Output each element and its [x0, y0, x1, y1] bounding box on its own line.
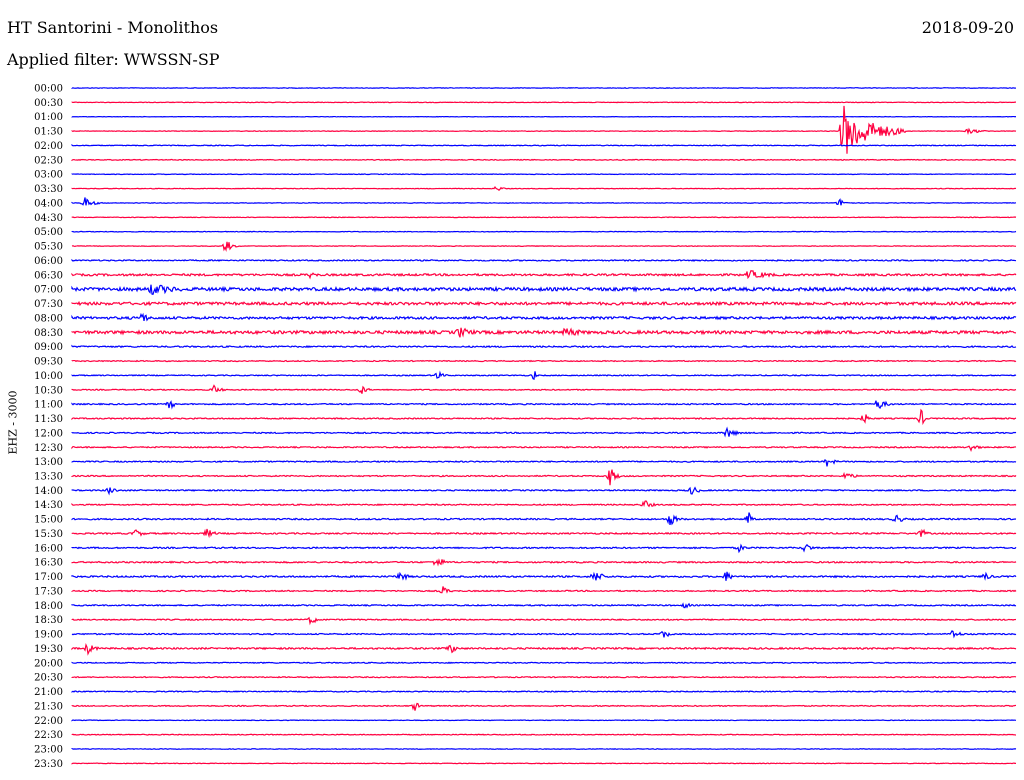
seismic-trace-0200	[71, 144, 1017, 147]
row-time-label: 17:00	[34, 572, 63, 583]
seismic-trace-2130	[71, 702, 1017, 711]
row-time-label: 09:00	[34, 342, 63, 353]
row-time-label: 01:30	[34, 127, 63, 138]
seismic-trace-1030	[71, 384, 1017, 394]
row-time-label: 23:30	[34, 759, 63, 770]
row-time-label: 21:30	[34, 701, 63, 712]
seismic-trace-0800	[71, 312, 1017, 322]
seismic-trace-2200	[71, 719, 1017, 722]
seismic-trace-0700	[71, 284, 1017, 295]
seismic-trace-1700	[71, 571, 1017, 581]
seismic-trace-2000	[71, 661, 1017, 665]
row-time-label: 09:30	[34, 357, 63, 368]
seismic-trace-0230	[71, 158, 1017, 162]
row-time-label: 07:30	[34, 299, 63, 310]
seismic-trace-0130	[71, 105, 1017, 154]
row-time-label: 12:00	[34, 428, 63, 439]
row-time-label: 06:30	[34, 270, 63, 281]
row-time-label: 16:00	[34, 543, 63, 554]
row-time-label: 13:30	[34, 471, 63, 482]
seismic-trace-1900	[71, 630, 1017, 639]
row-time-label: 18:00	[34, 601, 63, 612]
seismic-trace-0630	[71, 269, 1017, 280]
seismic-trace-2030	[71, 675, 1017, 679]
seismic-trace-0830	[71, 327, 1017, 338]
seismic-trace-0930	[71, 359, 1017, 363]
seismic-trace-2230	[71, 733, 1017, 736]
seismic-trace-0300	[71, 173, 1017, 176]
filter-label: Applied filter: WWSSN-SP	[7, 50, 220, 69]
seismic-trace-2330	[71, 762, 1017, 765]
row-time-label: 02:00	[34, 141, 63, 152]
seismic-trace-1630	[71, 558, 1017, 567]
seismic-trace-1100	[71, 400, 1017, 410]
seismic-trace-1200	[71, 426, 1017, 438]
seismic-trace-1500	[71, 512, 1017, 526]
seismic-trace-0500	[71, 230, 1017, 233]
chart-date: 2018-09-20	[921, 18, 1014, 37]
seismic-trace-1330	[71, 469, 1017, 486]
seismic-trace-0430	[71, 216, 1017, 219]
row-time-label: 18:30	[34, 615, 63, 626]
seismic-trace-1530	[71, 528, 1017, 539]
row-time-label: 10:30	[34, 385, 63, 396]
seismic-trace-1930	[71, 642, 1017, 656]
row-time-label: 07:00	[34, 285, 63, 296]
seismic-trace-1430	[71, 500, 1017, 508]
row-time-label: 03:00	[34, 170, 63, 181]
row-time-label: 01:00	[34, 112, 63, 123]
seismic-trace-1400	[71, 486, 1017, 496]
row-time-label: 00:00	[34, 84, 63, 95]
seismic-trace-0030	[71, 101, 1017, 104]
seismic-trace-0900	[71, 344, 1017, 349]
seismic-trace-0530	[71, 241, 1017, 252]
row-time-label: 21:00	[34, 687, 63, 698]
seismic-trace-0330	[71, 185, 1017, 191]
station-title: HT Santorini - Monolithos	[7, 18, 219, 37]
row-time-label: 02:30	[34, 155, 63, 166]
row-time-label: 12:30	[34, 443, 63, 454]
row-time-label: 20:30	[34, 673, 63, 684]
row-time-label: 05:00	[34, 227, 63, 238]
seismic-trace-1130	[71, 408, 1017, 426]
seismic-trace-0730	[71, 300, 1017, 307]
seismic-trace-1000	[71, 370, 1017, 380]
row-time-label: 14:30	[34, 500, 63, 511]
seismic-trace-1300	[71, 459, 1017, 467]
row-time-label: 15:30	[34, 529, 63, 540]
row-time-label: 19:30	[34, 644, 63, 655]
row-time-label: 15:00	[34, 515, 63, 526]
row-time-label: 10:00	[34, 371, 63, 382]
seismic-trace-2100	[71, 690, 1017, 693]
row-time-label: 17:30	[34, 586, 63, 597]
seismic-trace-0400	[71, 197, 1017, 206]
row-time-label: 04:00	[34, 198, 63, 209]
row-time-label: 22:00	[34, 716, 63, 727]
row-time-label: 11:30	[34, 414, 63, 425]
row-time-label: 03:30	[34, 184, 63, 195]
row-time-label: 00:30	[34, 98, 63, 109]
row-time-label: 16:30	[34, 558, 63, 569]
row-time-label: 08:30	[34, 328, 63, 339]
row-time-label: 11:00	[34, 400, 63, 411]
seismic-trace-1800	[71, 602, 1017, 609]
seismic-trace-1730	[71, 586, 1017, 594]
row-time-label: 22:30	[34, 730, 63, 741]
row-time-label: 04:30	[34, 213, 63, 224]
seismic-trace-0000	[71, 87, 1017, 89]
row-time-label: 14:00	[34, 486, 63, 497]
row-time-label: 06:00	[34, 256, 63, 267]
row-time-label: 20:00	[34, 658, 63, 669]
seismic-trace-2300	[71, 748, 1017, 750]
seismic-trace-0600	[71, 258, 1017, 262]
row-time-label: 08:00	[34, 313, 63, 324]
row-time-label: 05:30	[34, 242, 63, 253]
row-time-label: 19:00	[34, 630, 63, 641]
seismic-trace-1600	[71, 543, 1017, 554]
row-time-label: 13:00	[34, 457, 63, 468]
seismic-trace-1230	[71, 445, 1017, 452]
seismic-trace-1830	[71, 616, 1017, 626]
row-time-label: 23:00	[34, 745, 63, 756]
